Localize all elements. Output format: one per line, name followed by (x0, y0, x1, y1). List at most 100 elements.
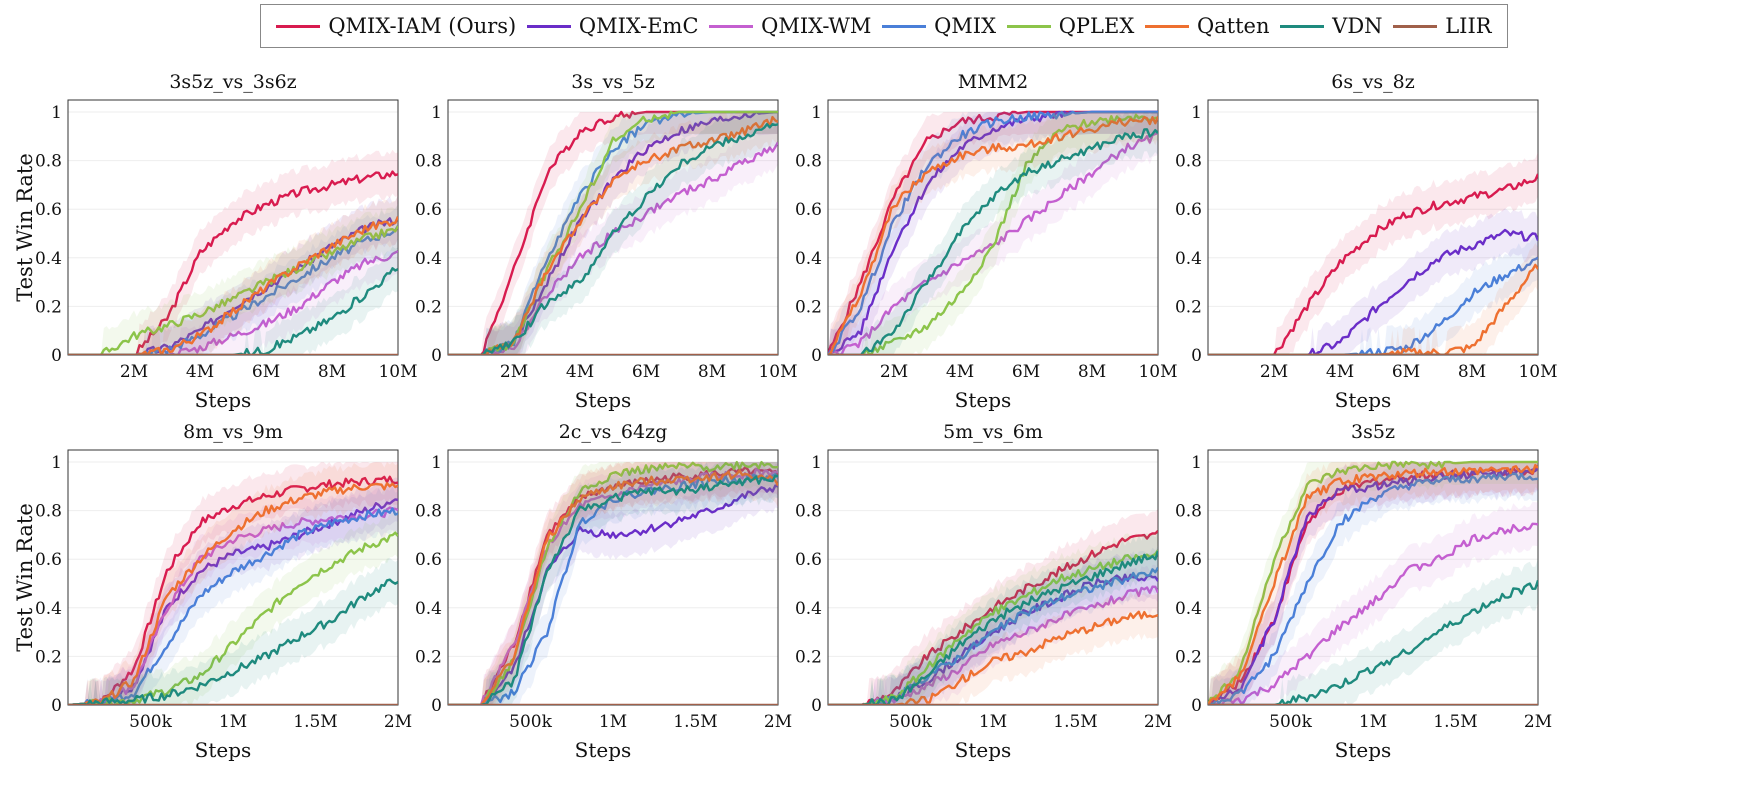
series-group (1208, 152, 1538, 355)
x-tick-label: 2M (764, 712, 792, 732)
x-tick-label: 6M (252, 362, 280, 382)
series-band (828, 112, 1158, 355)
x-axis-label: Steps (1335, 388, 1392, 412)
series-band (448, 462, 778, 705)
y-tick-label: 0.6 (35, 200, 62, 220)
series-line (68, 578, 398, 705)
legend-entry: LIIR (1393, 14, 1492, 38)
series-line (448, 474, 778, 705)
series-band (448, 462, 778, 705)
series-band (828, 545, 1158, 705)
chart-panel: 3s_vs_5z 0 0.2 0.4 0.6 0.8 1 2M 4M 6M 8M 10M Steps (415, 71, 798, 412)
series-band (68, 204, 398, 355)
series-band (828, 112, 1158, 355)
series-band (448, 463, 778, 705)
y-tick-label: 0.8 (1175, 502, 1202, 522)
y-tick-label: 0.8 (1175, 152, 1202, 172)
y-tick-label: 0.6 (35, 550, 62, 570)
y-tick-label: 0.2 (415, 647, 442, 667)
x-tick-label: 4M (1326, 362, 1354, 382)
legend-entry: Qatten (1144, 14, 1270, 38)
chart-panel: 6s_vs_8z 0 0.2 0.4 0.6 0.8 1 2M 4M 6M 8M 10M Steps (1175, 71, 1558, 412)
y-tick-label: 0.8 (35, 152, 62, 172)
series-group (448, 110, 778, 355)
chart-title: 3s5z_vs_3s6z (169, 71, 296, 93)
y-tick-label: 1 (1191, 453, 1202, 473)
series-line (68, 170, 398, 355)
y-tick-label: 0.6 (1175, 200, 1202, 220)
series-line (448, 115, 778, 355)
x-tick-label: 1M (599, 712, 627, 732)
chart-legend: QMIX-IAM (Ours) QMIX-EmC QMIX-WM QMIX QPLEX Q… (260, 4, 1508, 48)
x-tick-label: 6M (1392, 362, 1420, 382)
legend-swatch (1393, 24, 1438, 28)
chart-panel: 8m_vs_9m 0 0.2 0.4 0.6 0.8 1 500k 1M 1.5M 2M Steps T… (13, 421, 412, 762)
series-band (828, 509, 1158, 705)
series-line (828, 550, 1158, 705)
chart-title: 3s5z (1351, 421, 1395, 443)
y-tick-label: 0.8 (415, 502, 442, 522)
series-line (1208, 463, 1538, 705)
x-tick-label: 1M (219, 712, 247, 732)
x-tick-label: 500k (509, 712, 552, 732)
series-band (828, 529, 1158, 705)
series-band (68, 462, 398, 705)
series-group (448, 460, 778, 705)
x-tick-label: 4M (186, 362, 214, 382)
series-band (1208, 462, 1538, 705)
y-tick-label: 0.2 (795, 647, 822, 667)
series-line (1208, 467, 1538, 705)
series-line (68, 482, 398, 705)
series-line (1208, 460, 1538, 705)
x-tick-label: 1.5M (1053, 712, 1097, 732)
x-tick-label: 2M (1144, 712, 1172, 732)
y-tick-label: 1 (431, 103, 442, 123)
y-tick-label: 0.8 (415, 152, 442, 172)
x-tick-label: 1M (1359, 712, 1387, 732)
series-line (448, 469, 778, 705)
series-band (828, 112, 1158, 355)
series-group (68, 462, 398, 705)
series-line (68, 250, 398, 355)
series-band (828, 528, 1158, 705)
x-tick-label: 4M (566, 362, 594, 382)
series-group (68, 149, 398, 355)
legend-swatch (526, 24, 571, 28)
chart-panel: MMM2 0 0.2 0.4 0.6 0.8 1 2M 4M 6M 8M 10M Steps (795, 71, 1178, 412)
series-group (828, 110, 1158, 355)
series-band (448, 112, 778, 355)
x-tick-label: 1.5M (293, 712, 337, 732)
x-tick-label: 2M (1524, 712, 1552, 732)
chart-title: 3s_vs_5z (571, 71, 654, 93)
chart-panel: 3s5z 0 0.2 0.4 0.6 0.8 1 500k 1M 1.5M 2M Steps (1175, 421, 1552, 762)
y-tick-label: 0.4 (795, 249, 822, 269)
series-band (1208, 235, 1538, 355)
x-tick-label: 1.5M (673, 712, 717, 732)
series-line (68, 475, 398, 705)
series-band (1208, 462, 1538, 705)
series-line (828, 110, 1158, 355)
series-line (828, 573, 1158, 705)
legend-entry: QMIX-WM (709, 14, 871, 38)
x-tick-label: 1.5M (1433, 712, 1477, 732)
series-band (828, 590, 1158, 705)
y-tick-label: 0.2 (35, 647, 62, 667)
legend-swatch (1280, 24, 1325, 28)
series-band (68, 486, 398, 705)
series-band (68, 510, 398, 705)
series-band (68, 195, 398, 355)
chart-title: 8m_vs_9m (183, 421, 283, 443)
y-tick-label: 0 (1191, 696, 1202, 716)
x-tick-label: 2M (384, 712, 412, 732)
series-band (1208, 208, 1538, 355)
y-tick-label: 0.4 (415, 249, 442, 269)
y-axis-label: Test Win Rate (13, 503, 37, 652)
series-band (448, 462, 778, 705)
series-line (448, 473, 778, 705)
series-line (68, 531, 398, 705)
series-band (1208, 152, 1538, 355)
x-tick-label: 8M (1458, 362, 1486, 382)
y-axis-label: Test Win Rate (13, 153, 37, 302)
chart-panel: 5m_vs_6m 0 0.2 0.4 0.6 0.8 1 500k 1M 1.5M 2M Steps (795, 421, 1172, 762)
y-tick-label: 0.4 (1175, 599, 1202, 619)
